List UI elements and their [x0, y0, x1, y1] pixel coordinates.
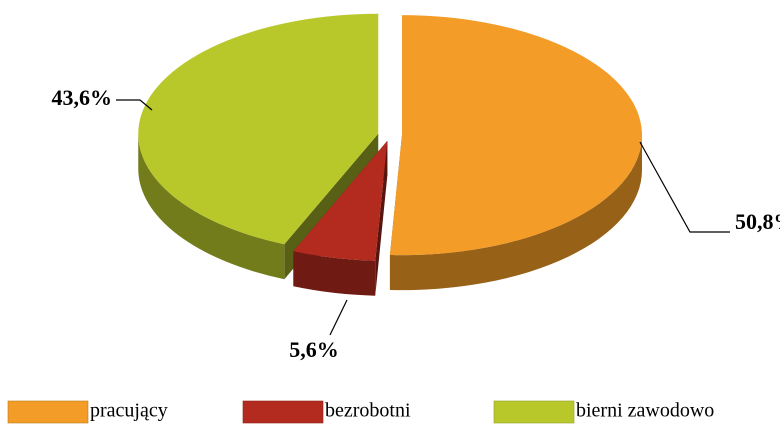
legend-swatch	[7, 400, 89, 424]
data-label: 43,6%	[52, 85, 113, 110]
leader-line	[639, 141, 730, 233]
pie	[138, 13, 642, 296]
legend-swatch	[493, 400, 575, 424]
slice-cut-face	[375, 140, 388, 296]
leader-line	[116, 99, 153, 111]
legend-swatch	[242, 400, 324, 424]
slice-side	[293, 251, 376, 296]
data-label: 50,8%	[735, 209, 780, 234]
slice-side	[138, 133, 285, 280]
leader-lines	[116, 99, 730, 336]
slice-side	[389, 135, 642, 291]
leader-line	[329, 299, 348, 336]
slice	[389, 15, 642, 256]
legend-label: bezrobotni	[325, 400, 411, 422]
data-label: 5,6%	[289, 337, 339, 362]
slice	[138, 13, 379, 245]
legend-label: bierni zawodowo	[576, 400, 714, 422]
slice	[293, 140, 388, 261]
legend-label: pracujący	[90, 400, 168, 422]
legend: pracujący bezrobotni bierni zawodowo	[7, 400, 714, 424]
